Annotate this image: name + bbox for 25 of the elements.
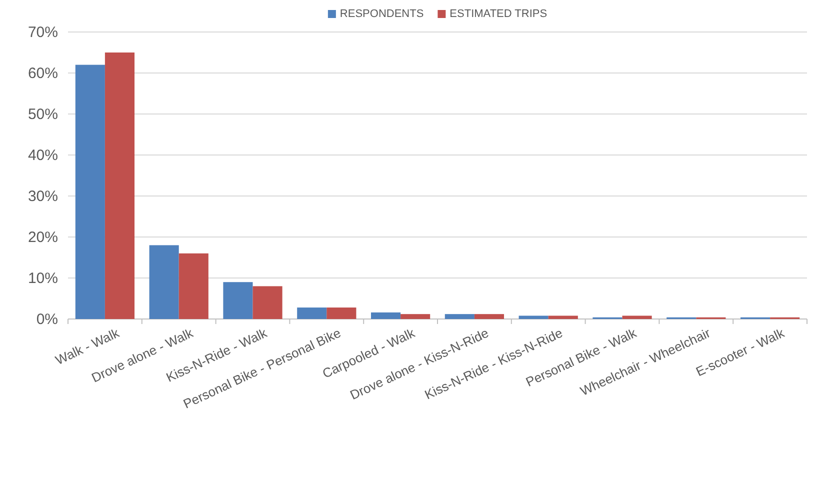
legend-label: RESPONDENTS [340,8,424,20]
bar [252,286,282,319]
y-tick-label: 70% [28,24,58,41]
bar [474,314,504,319]
bar [548,316,578,319]
bar [400,314,430,319]
bar [223,282,253,319]
bar [178,253,208,319]
y-tick-label: 40% [28,146,58,164]
bar [75,64,105,319]
y-tick-label: 20% [28,228,58,246]
bar [297,308,327,319]
bar [104,52,135,319]
bar [149,245,179,319]
y-tick-label: 10% [28,270,58,287]
bar [326,308,356,319]
legend-label: ESTIMATED TRIPS [450,8,548,20]
y-tick-label: 0% [36,310,58,328]
bar [622,316,652,319]
y-tick-label: 60% [28,64,58,82]
bar [370,312,401,319]
bar [518,316,548,319]
y-tick-label: 50% [28,106,58,123]
y-tick-label: 30% [28,188,58,205]
bar [444,314,474,319]
